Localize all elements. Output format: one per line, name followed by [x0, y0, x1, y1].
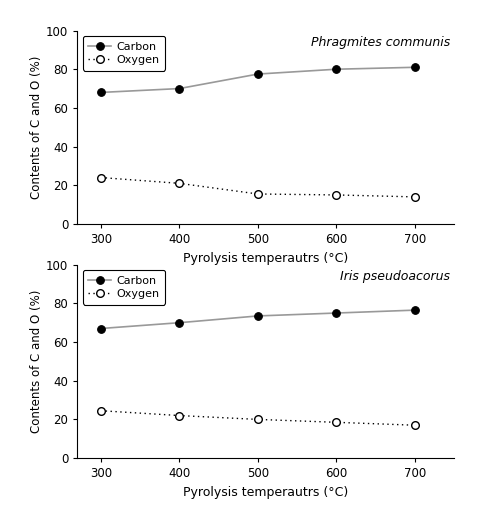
- Carbon: [98, 90, 104, 96]
- Carbon: [98, 325, 104, 331]
- Carbon: [412, 307, 418, 313]
- Oxygen: [333, 192, 339, 198]
- Oxygen: [255, 416, 261, 422]
- Carbon: [333, 66, 339, 72]
- Carbon: [255, 313, 261, 319]
- X-axis label: Pyrolysis temperautrs (°C): Pyrolysis temperautrs (°C): [183, 486, 348, 499]
- Line: Carbon: Carbon: [97, 306, 419, 332]
- Oxygen: [412, 422, 418, 428]
- Carbon: [412, 64, 418, 70]
- Oxygen: [412, 194, 418, 200]
- Carbon: [176, 320, 182, 326]
- Legend: Carbon, Oxygen: Carbon, Oxygen: [83, 270, 165, 305]
- Text: Iris pseudoacorus: Iris pseudoacorus: [340, 270, 450, 284]
- Carbon: [255, 71, 261, 77]
- Oxygen: [333, 419, 339, 426]
- Y-axis label: Contents of C and O (%): Contents of C and O (%): [30, 55, 43, 199]
- Text: Phragmites communis: Phragmites communis: [311, 36, 450, 49]
- Oxygen: [176, 180, 182, 186]
- Carbon: [333, 310, 339, 316]
- Oxygen: [98, 175, 104, 181]
- Legend: Carbon, Oxygen: Carbon, Oxygen: [83, 36, 165, 71]
- Oxygen: [255, 191, 261, 197]
- Y-axis label: Contents of C and O (%): Contents of C and O (%): [30, 290, 43, 433]
- Carbon: [176, 86, 182, 92]
- Line: Oxygen: Oxygen: [97, 407, 419, 429]
- Oxygen: [176, 412, 182, 418]
- X-axis label: Pyrolysis temperautrs (°C): Pyrolysis temperautrs (°C): [183, 251, 348, 265]
- Oxygen: [98, 408, 104, 414]
- Line: Carbon: Carbon: [97, 64, 419, 96]
- Line: Oxygen: Oxygen: [97, 174, 419, 201]
